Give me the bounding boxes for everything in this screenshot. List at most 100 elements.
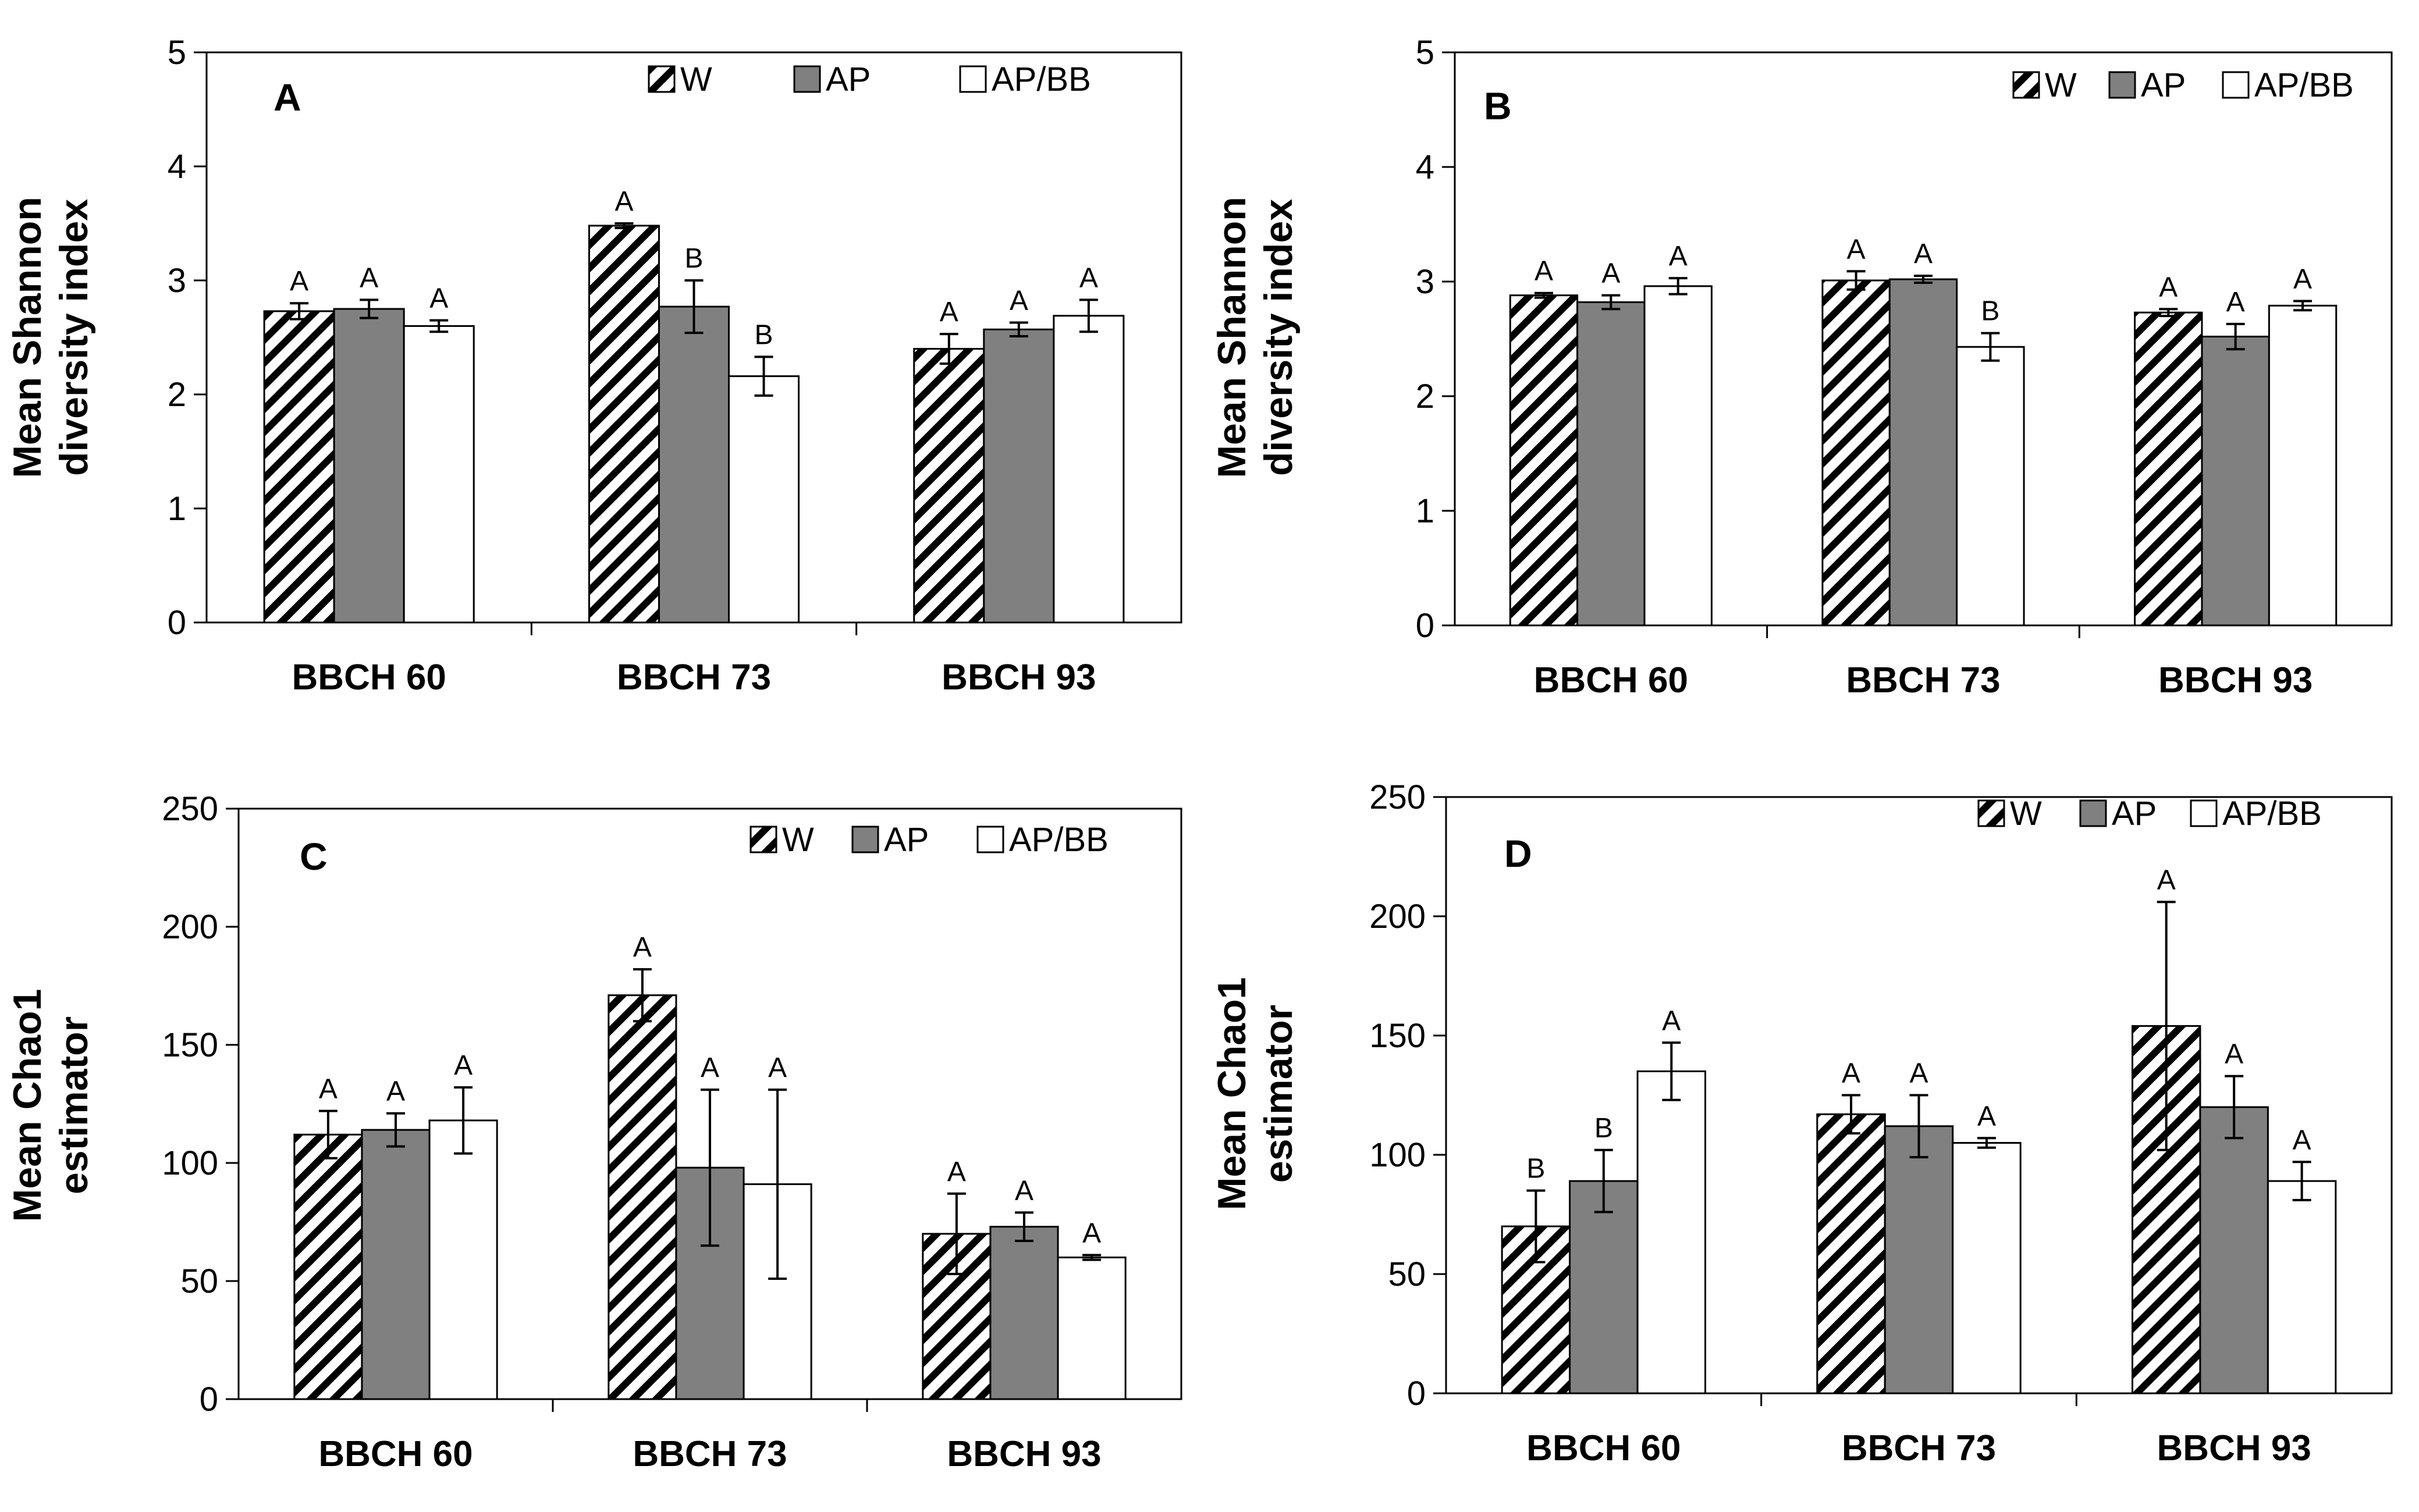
legend-swatch-ap	[2108, 71, 2136, 99]
significance-letter: A	[1079, 262, 1098, 293]
legend-label-w: W	[782, 821, 814, 859]
y-tick-label: 2	[168, 376, 186, 414]
panel-letter: D	[1504, 832, 1532, 875]
y-tick-label: 4	[168, 148, 186, 186]
panel-letter: C	[300, 835, 328, 878]
bar-ap	[361, 1129, 431, 1400]
legend-label-ap: AP	[884, 821, 929, 859]
bar-apbb	[1636, 1070, 1707, 1394]
panel-d: 0 50 100 150 200 250 BBCH 60 BBCH 73 BBCH 93 Mean…	[1210, 778, 2393, 1468]
significance-letter: A	[2226, 287, 2245, 318]
significance-letter: A	[1669, 241, 1688, 272]
significance-letter: A	[1914, 239, 1933, 269]
significance-letter: A	[940, 297, 958, 328]
y-axis-title: estimator	[52, 1016, 96, 1194]
y-axis-title: Mean Shannon	[5, 197, 49, 478]
bar-w	[588, 225, 660, 624]
bar-ap	[333, 308, 405, 624]
y-tick-label: 250	[1369, 778, 1426, 816]
significance-letter: A	[1847, 234, 1866, 265]
panel-b: 0 1 2 3 4 5 BBCH 60 BBCH 73 BBCH 93 Mean Shannon d…	[1210, 34, 2393, 700]
legend-label-ap: AP	[826, 61, 871, 98]
x-category-label: BBCH 60	[318, 1434, 473, 1474]
significance-letter: A	[2225, 1039, 2243, 1070]
y-axis-title: Mean Chao1	[1210, 977, 1254, 1211]
legend-swatch-w	[750, 826, 777, 853]
significance-letter: A	[1842, 1058, 1860, 1089]
x-category-label: BBCH 60	[1534, 660, 1688, 700]
x-category-label: BBCH 60	[1526, 1428, 1681, 1468]
bar-ap	[2199, 1106, 2269, 1394]
legend-swatch-apbb	[959, 65, 987, 93]
legend-label-w: W	[2010, 795, 2042, 833]
bar-apbb	[1643, 285, 1713, 627]
y-tick-label: 3	[1416, 263, 1434, 301]
legend-label-ap: AP	[2141, 66, 2186, 104]
bar-ap	[1884, 1125, 1954, 1394]
y-tick-label: 150	[162, 1026, 218, 1064]
legend-swatch-ap	[2079, 799, 2107, 827]
legend-label-apbb: AP/BB	[2254, 66, 2354, 104]
significance-letter: A	[701, 1052, 719, 1083]
bar-w	[293, 1133, 363, 1400]
bar-apbb	[428, 1119, 498, 1400]
significance-letter: A	[1015, 1175, 1033, 1206]
x-category-label: BBCH 73	[1842, 1428, 1996, 1468]
bar-w	[2134, 311, 2203, 627]
significance-letter: A	[947, 1157, 966, 1187]
y-tick-label: 250	[162, 790, 218, 828]
significance-letter: A	[768, 1052, 787, 1083]
legend-label-apbb: AP/BB	[1009, 821, 1109, 859]
significance-letter: A	[1909, 1058, 1928, 1089]
panel-c: 0 50 100 150 200 250 BBCH 60 BBCH 73 BBCH 93 Mean…	[5, 790, 1182, 1474]
y-tick-label: 150	[1369, 1017, 1426, 1055]
bar-ap	[983, 328, 1055, 624]
bar-w	[1821, 279, 1891, 627]
significance-letter: A	[386, 1076, 405, 1107]
y-axis-title: Mean Shannon	[1210, 197, 1254, 478]
y-tick-label: 0	[200, 1381, 218, 1418]
y-tick-label: 0	[168, 604, 186, 642]
significance-letter: B	[755, 319, 773, 350]
legend-swatch-apbb	[2222, 71, 2250, 99]
y-tick-label: 200	[1369, 898, 1426, 935]
panel-letter: B	[1484, 84, 1512, 127]
legend-label-apbb: AP/BB	[2222, 795, 2322, 833]
bar-w	[263, 310, 335, 624]
significance-letter: A	[2293, 264, 2312, 294]
bar-w	[2131, 1025, 2201, 1394]
bar-w	[913, 348, 985, 624]
x-category-label: BBCH 93	[947, 1434, 1101, 1474]
significance-letter: B	[1594, 1113, 1613, 1144]
bar-ap	[989, 1226, 1059, 1400]
x-category-label: BBCH 60	[292, 657, 446, 698]
legend-label-w: W	[2045, 66, 2077, 104]
y-tick-label: 100	[162, 1144, 218, 1182]
legend-swatch-w	[648, 65, 676, 93]
legend-swatch-w	[1977, 799, 2005, 827]
significance-letter: A	[1662, 1005, 1681, 1036]
legend-swatch-apbb	[2190, 799, 2218, 827]
y-tick-label: 200	[162, 908, 218, 946]
bar-apbb	[2268, 304, 2338, 627]
significance-letter: A	[290, 266, 308, 297]
significance-letter: A	[2159, 272, 2178, 303]
y-tick-label: 1	[1416, 492, 1434, 530]
bar-apbb	[1956, 346, 2025, 627]
legend-label-w: W	[680, 61, 712, 98]
bar-w	[1509, 294, 1579, 627]
bar-apbb	[1053, 315, 1125, 624]
bar-apbb	[1952, 1142, 2022, 1394]
significance-letter: B	[1526, 1154, 1545, 1184]
legend-swatch-ap	[793, 65, 821, 93]
y-tick-label: 50	[180, 1262, 218, 1300]
x-category-label: BBCH 93	[2157, 1428, 2311, 1468]
y-axis-title: Mean Chao1	[5, 989, 49, 1222]
significance-letter: A	[2293, 1125, 2311, 1155]
y-axis-title: diversity index	[52, 199, 96, 476]
significance-letter: A	[1977, 1101, 1996, 1132]
bar-apbb	[1057, 1256, 1127, 1400]
significance-letter: A	[429, 283, 448, 314]
significance-letter: A	[1601, 258, 1620, 289]
